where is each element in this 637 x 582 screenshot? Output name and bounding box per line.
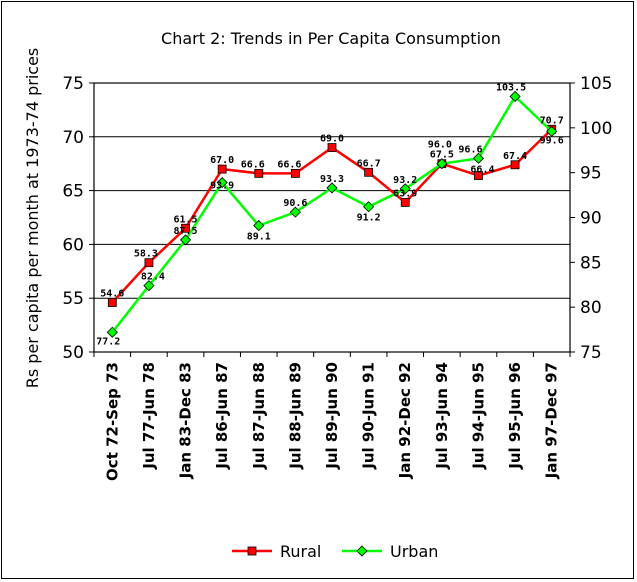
urban-point bbox=[472, 152, 485, 164]
urban-data-label: 77.2 bbox=[96, 336, 120, 347]
urban-point bbox=[363, 201, 375, 213]
urban-data-label: 87.5 bbox=[173, 226, 197, 237]
rural-data-label: 66.6 bbox=[277, 159, 301, 170]
x-tick-label: Oct 72-Sep 73 bbox=[103, 362, 121, 481]
y2-tick-label: 95 bbox=[580, 164, 602, 184]
x-tick-label: Jul 94-Jun 95 bbox=[469, 362, 487, 470]
urban-data-label: 96.6 bbox=[458, 144, 482, 155]
data-labels: 54.6 58.3 61.5 67.0 66.6 66.6 69.0 66.7 63.9 67.5… bbox=[96, 82, 563, 347]
rural-point bbox=[144, 258, 154, 268]
urban-point bbox=[289, 206, 301, 218]
legend-marker bbox=[356, 545, 368, 557]
rural-point bbox=[474, 171, 483, 180]
rural-data-label: 67.0 bbox=[210, 155, 234, 166]
y2-tick-label: 105 bbox=[580, 74, 612, 94]
rural-data-label: 54.6 bbox=[100, 289, 124, 300]
y-tick-label: 70 bbox=[62, 128, 84, 148]
rural-point bbox=[290, 168, 300, 178]
axes: 50 55 60 65 70 75 75 80 85 90 95 100 105 Oct 72-Sep 7… bbox=[62, 74, 612, 481]
rural-data-label: 69.0 bbox=[320, 134, 344, 145]
grid-lines bbox=[94, 136, 570, 299]
rural-data-label: 70.7 bbox=[540, 115, 564, 126]
urban-point bbox=[436, 158, 448, 170]
x-tick-label: Jan 83-Dec 83 bbox=[177, 362, 195, 479]
urban-point bbox=[509, 90, 521, 103]
x-tick-label: Jul 93-Jun 94 bbox=[433, 362, 451, 470]
x-tick-label: Jul 95-Jun 96 bbox=[506, 362, 524, 470]
x-tick-label: Jan 92-Dec 92 bbox=[396, 362, 414, 479]
urban-data-label: 89.1 bbox=[247, 232, 271, 243]
urban-data-label: 99.6 bbox=[540, 135, 564, 146]
rural-point bbox=[217, 164, 227, 174]
urban-point bbox=[106, 326, 118, 338]
x-tick-label: Jan 97-Dec 97 bbox=[543, 362, 561, 479]
urban-data-label: 103.5 bbox=[496, 82, 526, 93]
rural-point bbox=[400, 198, 410, 207]
rural-point bbox=[254, 168, 264, 178]
rural-data-label: 66.7 bbox=[357, 158, 381, 169]
urban-data-label: 82.4 bbox=[141, 272, 165, 283]
x-tick-label: Jul 77-Jun 78 bbox=[140, 362, 158, 470]
urban-point bbox=[253, 220, 265, 232]
x-tick-label: Jul 90-Jun 91 bbox=[360, 362, 378, 470]
rural-point bbox=[107, 298, 117, 307]
x-tick-label: Jul 87-Jun 88 bbox=[250, 362, 268, 470]
urban-data-label: 93.9 bbox=[210, 181, 234, 192]
y-tick-label: 65 bbox=[62, 182, 84, 202]
legend-label: Rural bbox=[280, 542, 321, 561]
y2-tick-label: 90 bbox=[580, 209, 602, 229]
urban-data-label: 96.0 bbox=[428, 140, 452, 151]
y2-tick-label: 75 bbox=[580, 343, 602, 363]
urban-point bbox=[143, 280, 155, 292]
y-tick-label: 55 bbox=[62, 289, 84, 309]
y2-tick-label: 100 bbox=[580, 119, 612, 139]
y2-tick-label: 80 bbox=[580, 298, 602, 318]
rural-point bbox=[364, 167, 374, 177]
y2-tick-label: 85 bbox=[580, 253, 602, 273]
x-tick-label: Jul 89-Jun 90 bbox=[323, 362, 341, 470]
legend-marker bbox=[247, 546, 257, 556]
rural-data-label: 66.6 bbox=[241, 159, 265, 170]
y-tick-label: 60 bbox=[62, 235, 84, 255]
x-tick-label: Jul 88-Jun 89 bbox=[286, 362, 304, 470]
rural-point bbox=[181, 223, 190, 233]
rural-data-label: 67.5 bbox=[430, 150, 454, 161]
y-axis-label: Rs per capita per month at 1973-74 price… bbox=[23, 48, 42, 389]
urban-data-label: 91.2 bbox=[357, 213, 381, 224]
series-lines bbox=[106, 90, 558, 338]
rural-data-label: 66.4 bbox=[470, 165, 494, 176]
urban-point bbox=[326, 182, 338, 194]
urban-point bbox=[179, 234, 192, 246]
y-tick-label: 50 bbox=[62, 343, 84, 363]
rural-data-label: 67.4 bbox=[503, 151, 527, 162]
rural-point bbox=[510, 160, 520, 170]
urban-data-label: 93.2 bbox=[393, 175, 417, 186]
urban-point bbox=[546, 125, 558, 137]
urban-data-label: 90.6 bbox=[283, 198, 307, 209]
x-tick-label: Jul 86-Jun 87 bbox=[213, 362, 231, 470]
urban-point bbox=[399, 183, 411, 195]
rural-data-label: 63.9 bbox=[393, 188, 417, 199]
chart-title: Chart 2: Trends in Per Capita Consumptio… bbox=[161, 29, 501, 48]
legend-label: Urban bbox=[390, 542, 438, 561]
rural-point bbox=[327, 143, 337, 152]
rural-data-label: 58.3 bbox=[134, 249, 158, 260]
urban-data-label: 93.3 bbox=[320, 174, 344, 185]
urban-point bbox=[216, 176, 228, 189]
rural-data-label: 61.5 bbox=[173, 214, 197, 225]
y-tick-label: 75 bbox=[62, 74, 84, 94]
legend: Rural Urban bbox=[232, 542, 438, 561]
